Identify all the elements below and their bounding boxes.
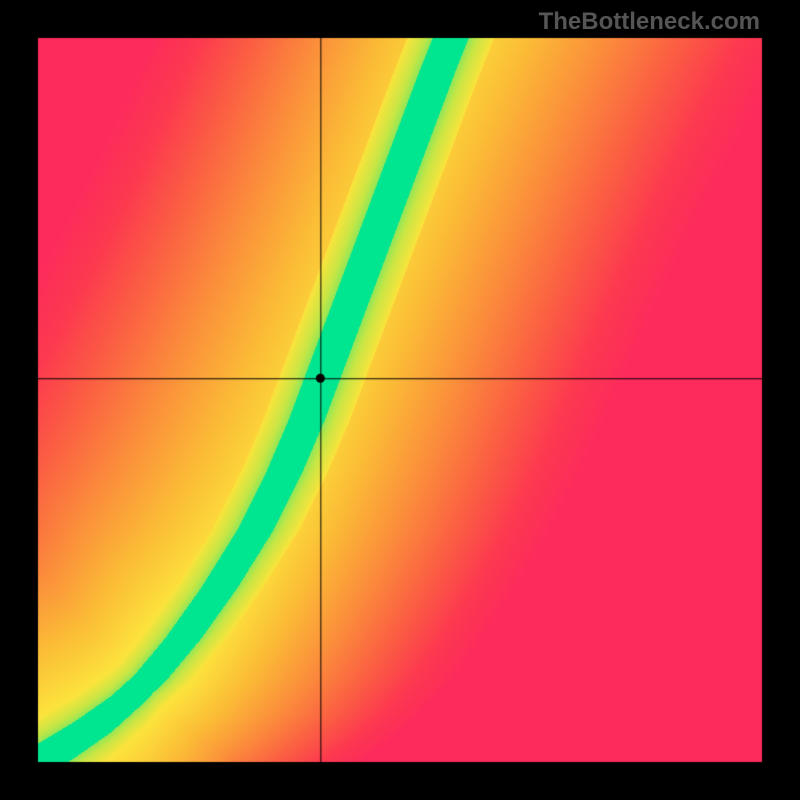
heatmap-canvas: [0, 0, 800, 800]
chart-container: TheBottleneck.com: [0, 0, 800, 800]
watermark-text: TheBottleneck.com: [539, 8, 760, 36]
